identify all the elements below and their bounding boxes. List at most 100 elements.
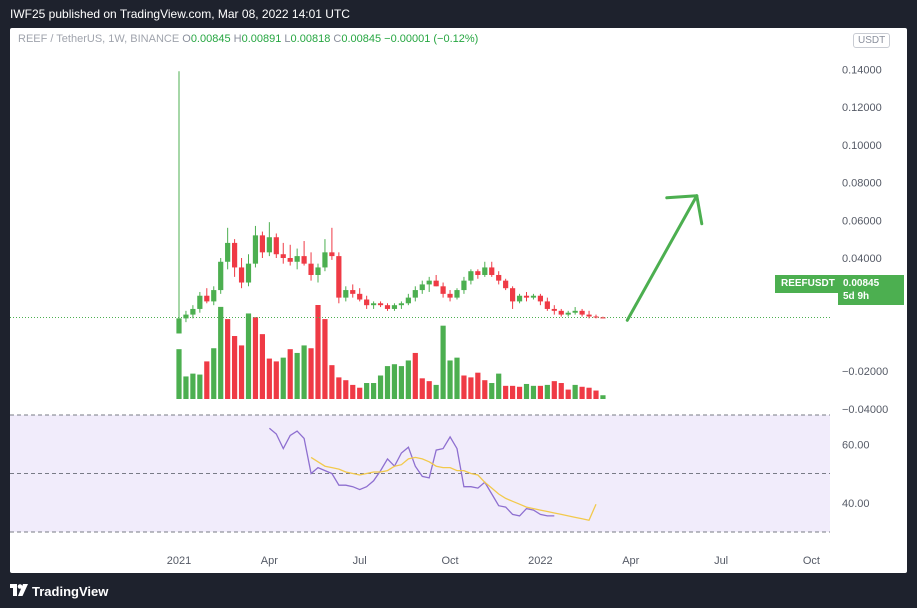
volume-bar bbox=[371, 383, 377, 399]
volume-bar bbox=[426, 381, 432, 399]
publication-header: IWF25 published on TradingView.com, Mar … bbox=[0, 0, 917, 28]
volume-bar bbox=[586, 387, 592, 399]
volume-bar bbox=[364, 383, 370, 399]
candle-body bbox=[294, 256, 300, 262]
rsi-line bbox=[268, 427, 555, 517]
volume-bar bbox=[308, 348, 314, 399]
candle-body bbox=[204, 295, 210, 302]
volume-bar bbox=[475, 372, 481, 399]
volume-bar bbox=[558, 383, 564, 399]
candle-body bbox=[377, 303, 384, 306]
volume-bar bbox=[357, 387, 363, 399]
candle-body bbox=[482, 267, 488, 275]
candle-body bbox=[516, 295, 523, 302]
volume-bar bbox=[503, 385, 509, 399]
candle-body bbox=[329, 252, 335, 257]
volume-bar bbox=[530, 385, 537, 399]
volume-bar bbox=[225, 319, 231, 399]
candle-body bbox=[371, 303, 377, 306]
footer-brand[interactable]: TradingView bbox=[10, 582, 108, 602]
low-value: 0.00818 bbox=[290, 33, 331, 45]
chart-frame[interactable]: 0.14000 0.12000 0.10000 0.08000 0.06000 0.040… bbox=[10, 28, 907, 573]
candle-body bbox=[336, 256, 342, 298]
candle-body bbox=[238, 267, 245, 283]
candle-body bbox=[475, 271, 481, 275]
candle-body bbox=[510, 288, 516, 302]
candle-body bbox=[468, 271, 474, 281]
candle-body bbox=[579, 310, 585, 315]
change-value: −0.00001 (−0.12%) bbox=[384, 33, 479, 45]
candle-body bbox=[412, 290, 418, 298]
symbol-price-tag: REEFUSDT bbox=[775, 275, 841, 293]
last-price-value: 0.00845 bbox=[843, 278, 880, 289]
annotation-arrow-shaft bbox=[625, 194, 699, 322]
volume-bar bbox=[544, 384, 550, 399]
volume-bar bbox=[197, 374, 203, 399]
volume-bar bbox=[600, 395, 606, 399]
rsi-axis-tick: 60.00 bbox=[842, 439, 870, 451]
volume-bar bbox=[238, 345, 245, 399]
volume-bar bbox=[315, 305, 321, 399]
candle-body bbox=[600, 317, 606, 319]
candle-body bbox=[308, 263, 314, 275]
volume-bar bbox=[510, 385, 516, 399]
candle-body bbox=[315, 267, 321, 275]
time-axis-tick: 2022 bbox=[528, 555, 552, 567]
volume-bar bbox=[454, 357, 460, 399]
volume-bar bbox=[496, 373, 502, 399]
time-axis-tick: Apr bbox=[622, 555, 639, 567]
candle-body bbox=[565, 312, 571, 315]
volume-bar bbox=[336, 377, 342, 399]
chart-canvas[interactable]: 0.14000 0.12000 0.10000 0.08000 0.06000 0.040… bbox=[10, 28, 907, 573]
candle-body bbox=[273, 237, 279, 255]
candle-body bbox=[176, 318, 182, 334]
volume-bar bbox=[593, 390, 599, 399]
candle-body bbox=[454, 290, 460, 298]
candle-body bbox=[593, 316, 599, 318]
volume-bar bbox=[433, 384, 439, 399]
candle-body bbox=[183, 314, 189, 319]
open-label: O bbox=[182, 33, 191, 45]
time-axis-tick: Jul bbox=[714, 555, 728, 567]
candle-body bbox=[211, 290, 217, 302]
candle-body bbox=[523, 295, 530, 298]
volume-bar bbox=[516, 386, 523, 399]
volume-bar bbox=[322, 319, 328, 399]
volume-bar bbox=[551, 381, 557, 399]
volume-bar bbox=[294, 352, 300, 399]
candle-body bbox=[357, 293, 363, 300]
candle-body bbox=[426, 280, 432, 285]
candle-body bbox=[572, 310, 578, 313]
volume-bar bbox=[350, 384, 356, 399]
candle-body bbox=[384, 305, 391, 309]
price-axis-tick: 0.04000 bbox=[842, 253, 882, 265]
publication-text: IWF25 published on TradingView.com, Mar … bbox=[10, 7, 350, 21]
volume-bar bbox=[572, 384, 578, 399]
annotation-arrow-head bbox=[665, 194, 704, 226]
price-axis-tick: 0.06000 bbox=[842, 215, 882, 227]
volume-bar bbox=[377, 375, 384, 399]
candle-body bbox=[489, 267, 495, 275]
volume-bar bbox=[537, 385, 543, 399]
candle-body bbox=[252, 235, 259, 264]
footer-brand-label: TradingView bbox=[32, 584, 109, 599]
candle-body bbox=[537, 295, 543, 302]
currency-button[interactable]: USDT bbox=[853, 33, 891, 48]
volume-bar bbox=[287, 349, 293, 399]
candle-body bbox=[350, 290, 356, 294]
low-label: L bbox=[284, 33, 291, 45]
volume-bar bbox=[405, 360, 411, 399]
ohlc-legend: REEF / TetherUS, 1W, BINANCE O0.00845 H0… bbox=[18, 33, 478, 45]
volume-bar bbox=[489, 383, 495, 399]
candle-body bbox=[197, 295, 203, 309]
volume-bar bbox=[412, 352, 418, 399]
volume-bar bbox=[273, 361, 279, 399]
price-axis-tick: 0.10000 bbox=[842, 140, 882, 152]
volume-bar bbox=[565, 389, 571, 399]
candle-body bbox=[530, 295, 537, 298]
tradingview-logo-icon bbox=[10, 582, 32, 602]
volume-bar bbox=[301, 345, 307, 399]
price-axis-tick: −0.04000 bbox=[842, 404, 888, 416]
candle-body bbox=[440, 286, 446, 294]
symbol-label: REEF / TetherUS, 1W, BINANCE bbox=[18, 33, 180, 45]
